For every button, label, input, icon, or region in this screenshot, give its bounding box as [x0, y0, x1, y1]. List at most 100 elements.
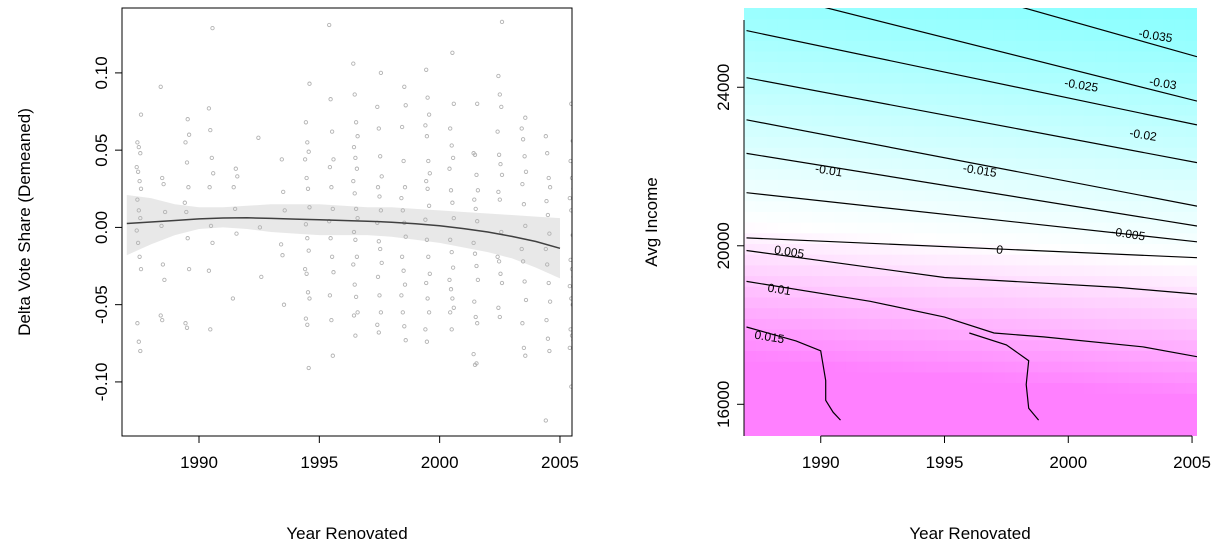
heatmap-cell: [1106, 157, 1119, 170]
heatmap-cell: [970, 275, 983, 287]
heatmap-cell: [777, 393, 790, 405]
heatmap-cell: [811, 275, 824, 287]
heatmap-cell: [947, 403, 960, 416]
heatmap-cell: [1038, 189, 1051, 202]
scatter-point: [210, 240, 215, 246]
heatmap-cell: [789, 157, 802, 170]
heatmap-cell: [823, 254, 836, 266]
heatmap-cell: [891, 414, 904, 426]
heatmap-cell: [936, 382, 949, 394]
heatmap-cell: [1095, 189, 1107, 202]
heatmap-cell: [1151, 179, 1164, 191]
heatmap-cell: [823, 211, 836, 223]
heatmap-cell: [744, 318, 756, 330]
heatmap-cell: [981, 115, 994, 127]
heatmap-cell: [834, 296, 847, 309]
heatmap-cell: [1163, 104, 1175, 116]
scatter-point: [499, 104, 504, 110]
heatmap-cell: [993, 168, 1006, 180]
heatmap-cell: [834, 371, 847, 384]
heatmap-cell: [1106, 286, 1119, 298]
heatmap-cell: [1163, 307, 1175, 319]
heatmap-cell: [800, 93, 813, 105]
heatmap-cell: [1049, 200, 1062, 212]
heatmap-cell: [1117, 425, 1130, 436]
heatmap-cell: [766, 93, 779, 105]
heatmap-cell: [1095, 339, 1107, 351]
contour-line: [746, 77, 1197, 164]
heatmap-cell: [766, 168, 779, 180]
heatmap-cell: [1140, 232, 1153, 244]
heatmap-cell: [993, 40, 1006, 52]
heatmap-cell: [1129, 350, 1141, 362]
heatmap-cell: [959, 125, 972, 137]
heatmap-cell: [970, 425, 983, 436]
scatter-point: [472, 152, 478, 157]
heatmap-cell: [868, 254, 881, 266]
heatmap-cell: [981, 40, 994, 52]
scatter-point: [278, 242, 284, 247]
contour-line: [746, 30, 1197, 126]
heatmap-cell: [1095, 179, 1107, 191]
scatter-point: [426, 254, 431, 259]
heatmap-cell: [777, 50, 790, 63]
heatmap-cell: [777, 222, 790, 234]
heatmap-cell: [868, 382, 881, 394]
heatmap-cell: [1117, 232, 1130, 244]
heatmap-cell: [1038, 243, 1051, 255]
heatmap-cell: [1072, 403, 1085, 416]
heatmap-cell: [925, 168, 938, 180]
heatmap-cell: [1083, 393, 1096, 405]
heatmap-cell: [823, 82, 836, 95]
heatmap-cell: [1174, 29, 1187, 41]
heatmap-cell: [891, 296, 904, 309]
heatmap-cell: [981, 414, 994, 426]
heatmap-cell: [811, 371, 824, 384]
heatmap-cell: [834, 254, 847, 266]
heatmap-cell: [766, 275, 779, 287]
heatmap-cell: [1027, 61, 1040, 73]
scatter-point: [185, 117, 190, 122]
scatter-point: [330, 353, 335, 358]
heatmap-cell: [891, 243, 904, 255]
heatmap-cell: [913, 50, 926, 63]
heatmap-cell: [925, 393, 938, 405]
heatmap-cell: [1027, 361, 1040, 373]
heatmap-cell: [993, 8, 1006, 20]
heatmap-cell: [959, 168, 972, 180]
heatmap-cell: [913, 200, 926, 212]
heatmap-cell: [891, 18, 904, 30]
heatmap-cell: [834, 275, 847, 287]
heatmap-cell: [1151, 403, 1164, 416]
scatter-point: [519, 126, 524, 131]
heatmap-cell: [766, 318, 779, 330]
heatmap-cell: [811, 82, 824, 95]
heatmap-cell: [811, 382, 824, 394]
heatmap-cell: [811, 200, 824, 212]
heatmap-cell: [789, 403, 802, 416]
heatmap-cell: [947, 179, 960, 191]
heatmap-cell: [1083, 93, 1096, 105]
scatter-point: [208, 127, 213, 133]
heatmap-cell: [970, 232, 983, 244]
left-x-axis: 1990 1995 2000 2005: [180, 435, 579, 472]
heatmap-cell: [1151, 339, 1164, 351]
heatmap-cell: [1129, 243, 1141, 255]
heatmap-cell: [993, 18, 1006, 30]
heatmap-cell: [1151, 50, 1164, 63]
scatter-point: [138, 186, 144, 191]
heatmap-cell: [879, 243, 892, 255]
heatmap-cell: [823, 350, 836, 362]
heatmap-cell: [1185, 168, 1197, 180]
heatmap-cell: [1140, 318, 1153, 330]
heatmap-cell: [1072, 371, 1085, 384]
heatmap-cell: [879, 72, 892, 84]
scatter-point: [377, 194, 382, 199]
heatmap-cell: [879, 286, 892, 298]
heatmap-cell: [868, 93, 881, 105]
heatmap-cell: [823, 72, 836, 84]
scatter-point: [402, 324, 407, 329]
scatter-point: [573, 246, 576, 249]
scatter-point: [134, 228, 139, 233]
heatmap-cell: [789, 393, 802, 405]
